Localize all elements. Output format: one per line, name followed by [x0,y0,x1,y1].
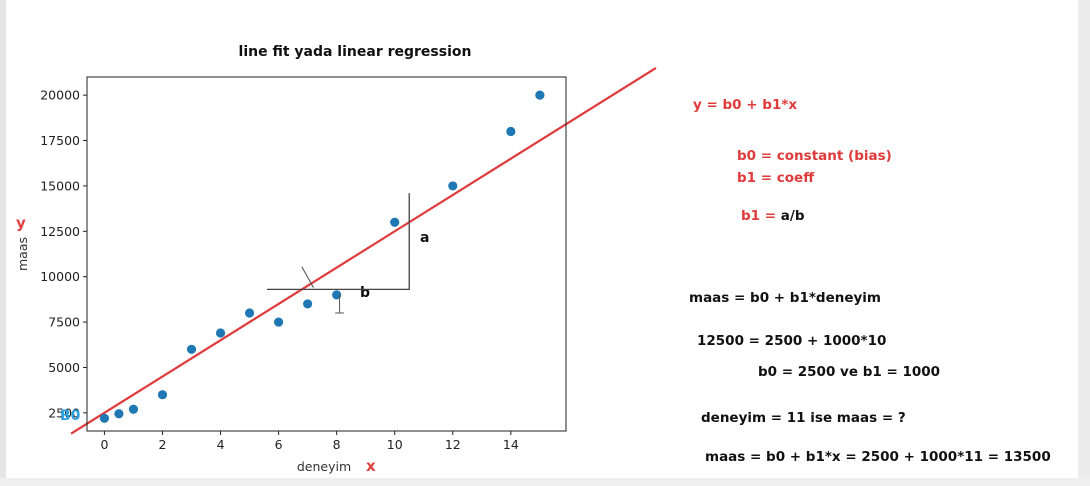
data-point-4 [186,344,197,354]
data-point-8 [303,299,313,309]
y-tick-label: 7500 [48,315,80,330]
data-point-5 [215,328,226,338]
model-text: maas = b0 + b1*deneyim [689,290,881,306]
y-tick-label: 15000 [40,178,80,193]
answer-text: maas = b0 + b1*x = 2500 + 1000*11 = 1350… [705,449,1051,465]
slope-triangle-sketch [266,193,410,314]
y-axis-label: maas [15,237,30,271]
x-tick-label: 12 [445,437,461,452]
handwritten-x-label: x [366,457,376,475]
chart-title: line fit yada linear regression [239,44,472,60]
chart-marks [70,66,657,435]
y-tick-label: 17500 [40,133,80,148]
window-right-edge [1078,0,1090,486]
model-note: maas = b0 + b1*deneyim [689,290,881,306]
y-tick-label: 2500 [48,405,80,420]
y-tick-label: 20000 [40,88,80,103]
window-left-edge [0,0,6,486]
params-note: b0 = 2500 ve b1 = 1000 [758,364,940,380]
data-point-6 [244,308,255,318]
data-point-3 [157,390,168,400]
data-point-0 [99,413,110,423]
error-bar-sketch [335,294,344,314]
answer-note: maas = b0 + b1*x = 2500 + 1000*11 = 1350… [705,449,1051,465]
data-point-11 [448,181,458,191]
data-point-12 [506,126,516,137]
b0-definition-text: b0 = constant (bias) [737,148,892,164]
fit-line [70,66,657,435]
b1-definition-note: b1 = coeff [737,170,814,186]
window-bottom-edge [0,478,1090,486]
question-note: deneyim = 11 ise maas = ? [701,410,906,426]
triangle-label-b: b [360,285,370,301]
data-point-13 [535,90,545,100]
data-point-9 [332,290,342,300]
b1-ratio-value: a/b [780,208,805,224]
x-tick-label: 4 [217,437,225,452]
slope-triangle [266,193,410,291]
params-text: b0 = 2500 ve b1 = 1000 [758,364,941,380]
example-text: 12500 = 2500 + 1000*10 [697,333,887,349]
y-tick-label: 12500 [40,224,80,239]
x-tick-label: 0 [100,437,108,452]
x-axis-label: deneyim [297,459,351,474]
handwritten-b0-label: B0 [60,408,81,424]
example-note: 12500 = 2500 + 1000*10 [697,333,886,349]
y-tick-label: 5000 [48,360,80,375]
x-tick-label: 2 [159,437,167,452]
b1-ratio-note: b1 = a/b [741,208,805,224]
formula-text: y = b0 + b1*x [693,97,798,113]
x-tick-label: 6 [275,437,283,452]
b1-definition-text: b1 = coeff [737,170,815,186]
right-angle-mark [301,266,314,288]
y-tick-label: 10000 [40,269,80,284]
question-text: deneyim = 11 ise maas = ? [701,410,906,426]
x-tick-label: 14 [503,437,519,452]
x-tick-label: 10 [387,437,403,452]
chart-ticks: 0 2 4 6 8 10 12 14 2500 5000 7500 10000 12500 15000 17… [40,88,519,452]
b0-definition-note: b0 = constant (bias) [737,148,892,164]
data-point-1 [114,409,124,419]
b1-ratio-prefix: b1 = [741,208,781,224]
handwritten-y-label: y [16,214,26,232]
x-tick-label: 8 [333,437,341,452]
data-point-7 [274,317,284,327]
axes-frame [86,76,567,432]
data-point-2 [128,404,139,414]
data-point-10 [390,217,400,227]
formula-note: y = b0 + b1*x [693,97,797,113]
triangle-label-a: a [420,230,429,246]
